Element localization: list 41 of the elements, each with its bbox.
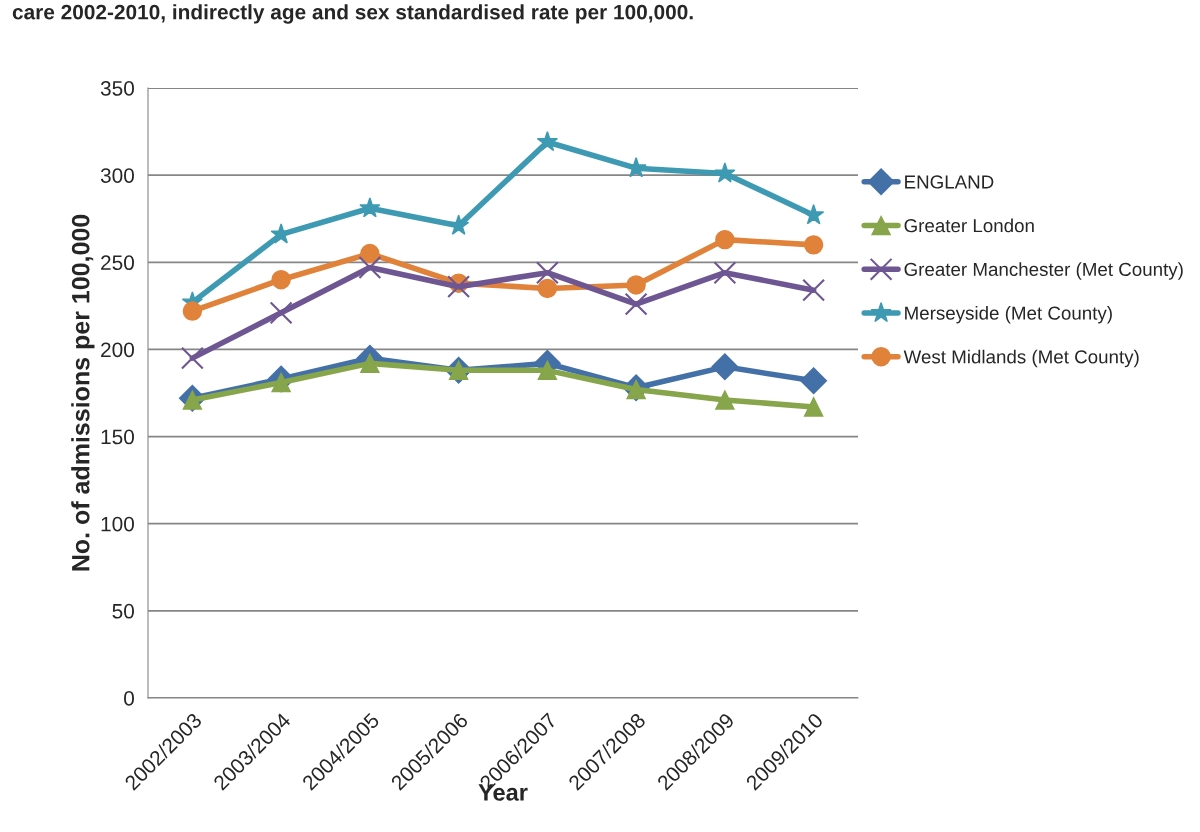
- y-tick-label: 0: [124, 691, 134, 706]
- point: [536, 130, 558, 152]
- point: [180, 346, 204, 370]
- point: [803, 204, 825, 225]
- point: [535, 261, 559, 285]
- point: [182, 301, 203, 321]
- point: [448, 214, 470, 235]
- point: [800, 367, 828, 395]
- legend-label: Greater Manchester (Met County): [904, 262, 1183, 280]
- point: [269, 301, 293, 325]
- point: [713, 261, 737, 285]
- y-tick-label: 350: [100, 81, 134, 96]
- y-tick-label: 150: [101, 429, 134, 445]
- y-tick-label: 300: [100, 168, 134, 183]
- point: [626, 275, 646, 295]
- legend-label: Merseyside (Met County): [905, 305, 1112, 324]
- point: [447, 275, 471, 299]
- y-tick-label: 250: [101, 255, 134, 271]
- point: [360, 243, 380, 264]
- legend-label: ENGLAND: [905, 175, 994, 189]
- point: [358, 256, 382, 279]
- point: [624, 292, 648, 316]
- y-tick-label: 50: [112, 603, 134, 619]
- point: [359, 197, 381, 218]
- y-axis-title: No. of admissions per 100,000: [71, 214, 95, 571]
- point: [803, 235, 824, 255]
- point: [360, 353, 380, 374]
- point: [714, 162, 736, 183]
- legend-label: West Midlands (Met County): [903, 349, 1139, 368]
- point: [711, 353, 739, 381]
- point: [715, 229, 735, 250]
- chart-title: care 2002-2010, indirectly age and sex standardised rate per 100,000.: [12, 4, 693, 24]
- y-tick-label: 200: [101, 342, 134, 358]
- y-tick-label: 100: [101, 516, 134, 532]
- point: [802, 278, 826, 302]
- point: [803, 397, 824, 417]
- point: [537, 278, 558, 299]
- legend-label: Greater London: [904, 218, 1034, 233]
- point: [271, 269, 291, 290]
- point: [537, 360, 558, 381]
- point: [715, 390, 735, 410]
